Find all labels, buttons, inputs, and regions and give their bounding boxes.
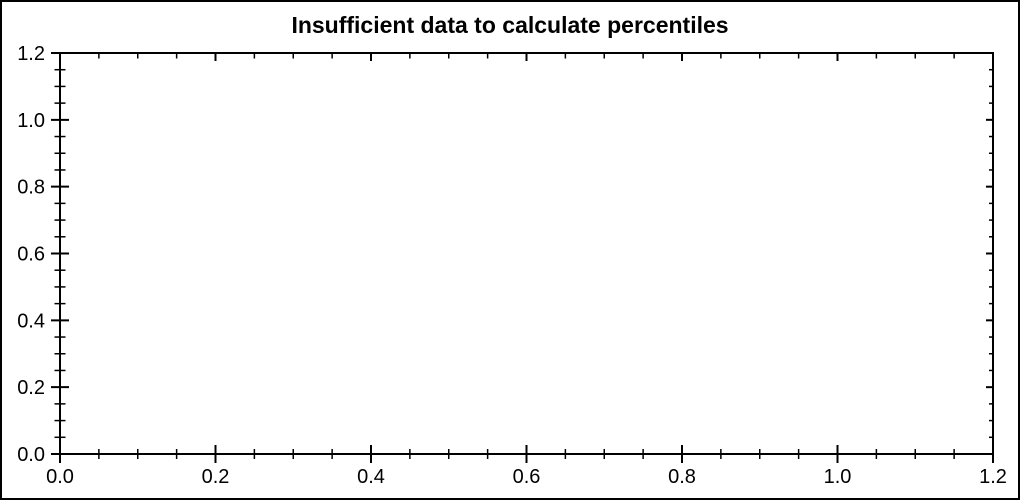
svg-text:0.4: 0.4 xyxy=(17,310,45,332)
svg-text:0.0: 0.0 xyxy=(17,444,45,466)
svg-text:0.6: 0.6 xyxy=(513,466,541,488)
svg-text:1.0: 1.0 xyxy=(824,466,852,488)
chart-title: Insufficient data to calculate percentil… xyxy=(291,12,729,38)
svg-text:0.0: 0.0 xyxy=(46,466,74,488)
svg-text:0.2: 0.2 xyxy=(202,466,230,488)
svg-text:0.8: 0.8 xyxy=(668,466,696,488)
svg-text:0.8: 0.8 xyxy=(17,177,45,199)
svg-text:1.2: 1.2 xyxy=(979,466,1007,488)
svg-text:1.0: 1.0 xyxy=(17,110,45,132)
svg-text:0.6: 0.6 xyxy=(17,244,45,266)
svg-text:0.4: 0.4 xyxy=(357,466,385,488)
svg-text:0.2: 0.2 xyxy=(17,377,45,399)
svg-text:1.2: 1.2 xyxy=(17,43,45,65)
